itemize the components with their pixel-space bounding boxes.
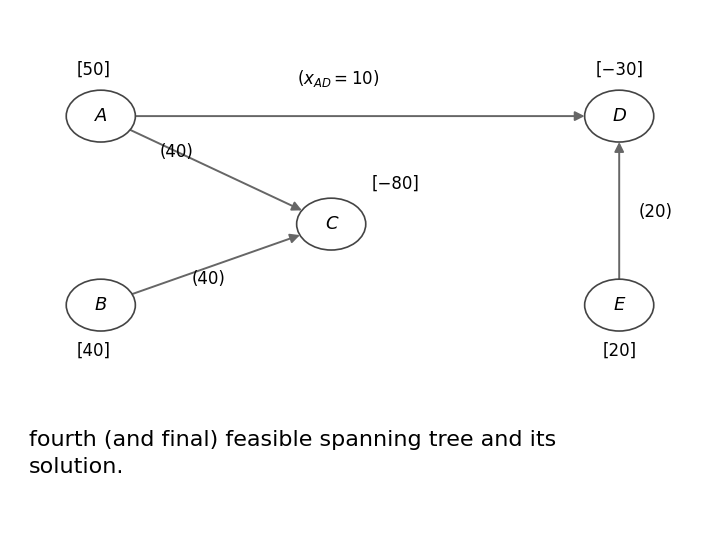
Text: (40): (40) <box>192 269 226 288</box>
Text: B: B <box>94 296 107 314</box>
Text: D: D <box>612 107 626 125</box>
Text: C: C <box>325 215 338 233</box>
Circle shape <box>297 198 366 250</box>
Text: (40): (40) <box>159 143 194 161</box>
Text: [−30]: [−30] <box>595 61 643 79</box>
Text: [20]: [20] <box>602 342 636 360</box>
Circle shape <box>66 279 135 331</box>
Text: (20): (20) <box>638 202 672 221</box>
Circle shape <box>585 90 654 142</box>
Text: solution.: solution. <box>29 457 124 477</box>
Text: [50]: [50] <box>76 61 111 79</box>
Text: fourth (and final) feasible spanning tree and its: fourth (and final) feasible spanning tre… <box>29 430 556 450</box>
Circle shape <box>66 90 135 142</box>
Circle shape <box>585 279 654 331</box>
Text: A: A <box>94 107 107 125</box>
Text: $(x_{AD} = 10)$: $(x_{AD} = 10)$ <box>297 68 379 89</box>
Text: E: E <box>613 296 625 314</box>
Text: [40]: [40] <box>76 342 111 360</box>
Text: [−80]: [−80] <box>372 174 420 193</box>
